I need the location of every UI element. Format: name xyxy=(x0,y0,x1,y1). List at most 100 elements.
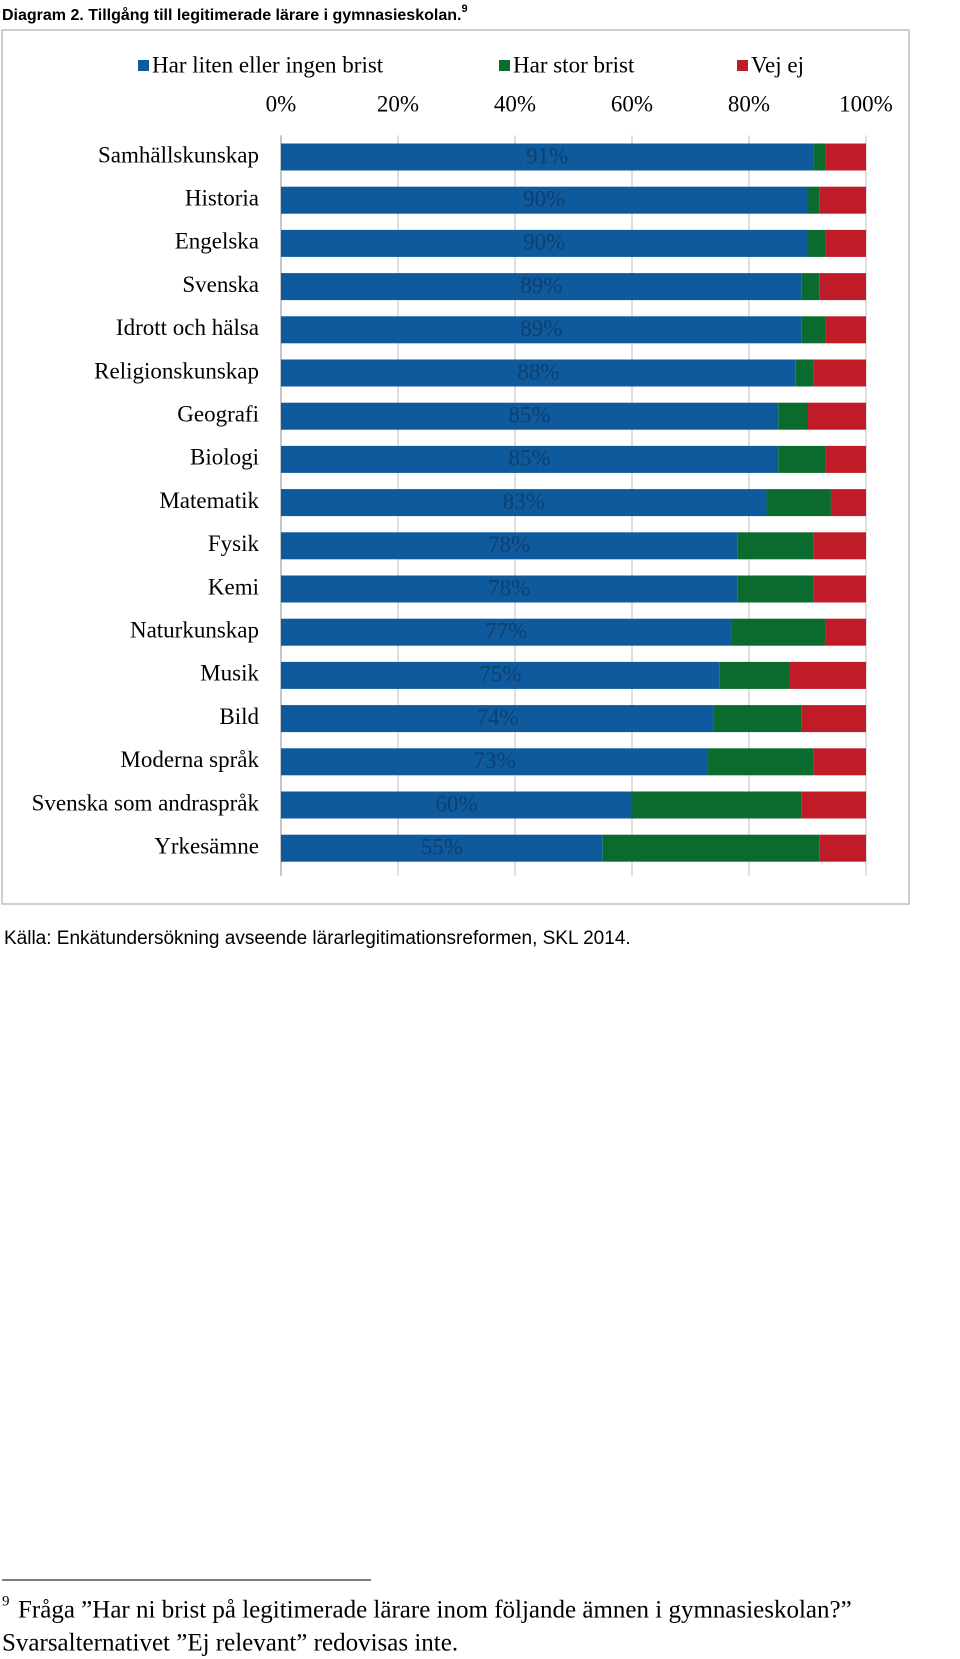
bar-segment xyxy=(807,229,826,257)
bar-segment xyxy=(801,273,820,301)
bar-segment xyxy=(737,575,814,603)
x-tick-label: 20% xyxy=(377,91,419,116)
bar-segment xyxy=(281,186,808,214)
x-tick-label: 40% xyxy=(494,91,536,116)
y-tick-label: Yrkesämne xyxy=(154,833,259,858)
bar-segment xyxy=(281,143,814,171)
footnote-line: Fråga ”Har ni brist på legitimerade lära… xyxy=(18,1597,852,1624)
y-tick-label: Biologi xyxy=(190,445,259,470)
bar-segment xyxy=(801,791,866,819)
legend-swatch xyxy=(737,60,748,71)
y-tick-label: Samhällskunskap xyxy=(98,142,259,167)
legend-label: Har liten eller ingen brist xyxy=(152,52,384,77)
bar-segment xyxy=(281,834,603,862)
bar-segment xyxy=(813,143,826,171)
footnote-number: 9 xyxy=(2,1593,10,1609)
y-tick-label: Idrott och hälsa xyxy=(116,315,259,340)
y-tick-label: Musik xyxy=(200,661,259,686)
bar-segment xyxy=(813,532,866,560)
data-label: 89% xyxy=(520,273,562,298)
data-label: 73% xyxy=(473,748,515,773)
bar-segment xyxy=(819,273,866,301)
data-label: 85% xyxy=(509,402,551,427)
bar-segment xyxy=(281,402,779,430)
title: Diagram 2. Tillgång till legitimerade lä… xyxy=(2,3,468,24)
source: Källa: Enkätundersökning avseende lärarl… xyxy=(4,928,631,949)
legend-swatch xyxy=(138,60,149,71)
bar-segment xyxy=(825,143,866,171)
bar-segment xyxy=(281,532,738,560)
data-label: 90% xyxy=(523,186,565,211)
bar-segment xyxy=(807,402,866,430)
chart: Har liten eller ingen brist Har stor bris… xyxy=(32,52,893,876)
bar-segment xyxy=(778,445,826,473)
y-tick-label: Religionskunskap xyxy=(94,358,259,383)
bar-segment xyxy=(731,618,826,646)
y-tick-label: Moderna språk xyxy=(120,747,259,772)
bar-segment xyxy=(737,532,814,560)
legend-swatch xyxy=(499,60,510,71)
data-label: 91% xyxy=(526,143,568,168)
title-text: Diagram 2. Tillgång till legitimerade lä… xyxy=(2,6,461,24)
bar-segment xyxy=(801,705,866,733)
y-tick-label: Fysik xyxy=(208,531,260,556)
x-tick-label: 80% xyxy=(728,91,770,116)
bar-segment xyxy=(819,186,866,214)
bar-segment xyxy=(719,661,790,689)
bar-segment xyxy=(830,489,866,517)
bar-segment xyxy=(281,575,738,603)
bar-segment xyxy=(602,834,820,862)
bar-segment xyxy=(281,661,720,689)
data-label: 89% xyxy=(520,316,562,341)
bar-segment xyxy=(825,316,866,344)
data-label: 75% xyxy=(479,662,521,687)
data-label: 90% xyxy=(523,230,565,255)
x-tick-label: 0% xyxy=(266,91,297,116)
bar-segment xyxy=(807,186,820,214)
bar-segment xyxy=(795,359,814,387)
data-label: 55% xyxy=(421,834,463,859)
bar-segment xyxy=(281,618,732,646)
bar-segment xyxy=(281,359,796,387)
data-label: 78% xyxy=(488,532,530,557)
data-label: 74% xyxy=(476,705,518,730)
data-label: 88% xyxy=(517,359,559,384)
y-tick-label: Engelska xyxy=(175,229,259,254)
bar-segment xyxy=(713,705,802,733)
bar-segment xyxy=(708,748,814,776)
data-label: 83% xyxy=(503,489,545,514)
bar-segment xyxy=(789,661,866,689)
bar-segment xyxy=(813,575,866,603)
legend-label: Har stor brist xyxy=(513,52,635,77)
bar-segment xyxy=(632,791,802,819)
data-label: 60% xyxy=(435,791,477,816)
bar-segment xyxy=(281,273,802,301)
bar-segment xyxy=(813,359,866,387)
bar-segment xyxy=(281,445,779,473)
data-label: 85% xyxy=(509,446,551,471)
y-tick-label: Historia xyxy=(185,185,259,210)
bar-segment xyxy=(825,229,866,257)
x-tick-label: 100% xyxy=(839,91,893,116)
y-tick-label: Matematik xyxy=(159,488,259,513)
bar-segment xyxy=(281,489,767,517)
data-label: 78% xyxy=(488,575,530,600)
bar-segment xyxy=(281,705,714,733)
bar-segment xyxy=(281,229,808,257)
bar-segment xyxy=(801,316,826,344)
y-tick-label: Naturkunskap xyxy=(130,617,259,642)
bar-segment xyxy=(825,445,866,473)
y-tick-label: Svenska xyxy=(182,272,259,297)
bar-segment xyxy=(825,618,866,646)
y-tick-label: Svenska som andraspråk xyxy=(32,790,260,815)
y-tick-label: Geografi xyxy=(177,401,259,426)
footnote-ref: 9 xyxy=(461,3,467,15)
bar-segment xyxy=(281,748,709,776)
bar-segment xyxy=(281,316,802,344)
bar-segment xyxy=(813,748,866,776)
y-tick-label: Bild xyxy=(219,704,259,729)
legend-label: Vej ej xyxy=(751,52,804,77)
x-tick-label: 60% xyxy=(611,91,653,116)
bar-segment xyxy=(766,489,831,517)
